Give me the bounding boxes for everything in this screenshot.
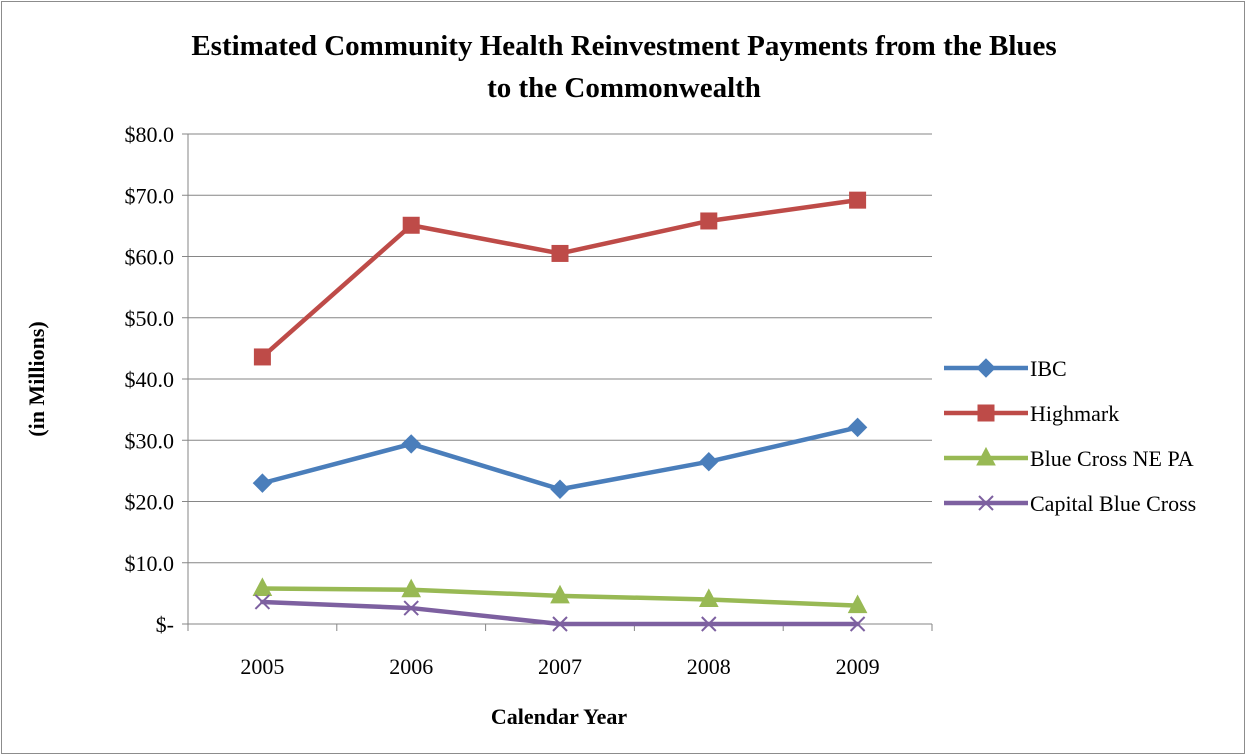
y-tick-label: $70.0 <box>125 183 175 208</box>
data-point-blue-cross-ne-pa <box>401 578 422 598</box>
x-axis-title: Calendar Year <box>491 704 628 729</box>
x-marker-stroke <box>849 616 866 632</box>
legend: IBC Highmark Blue Cross NE PA Capital Blue … <box>944 356 1196 516</box>
data-point-ibc <box>847 417 868 438</box>
axes <box>182 133 933 631</box>
legend-item-ibc: IBC <box>944 356 1067 381</box>
data-point-capital-blue-cross <box>701 616 717 632</box>
data-point-ibc <box>699 451 719 472</box>
legend-item-highmark: Highmark <box>944 401 1119 426</box>
x-marker-stroke <box>254 594 271 610</box>
data-point-capital-blue-cross <box>403 600 419 616</box>
y-tick-label: $- <box>156 612 174 637</box>
chart-title-line-2: to the Commonwealth <box>487 72 761 104</box>
legend-marker-ibc <box>976 358 996 378</box>
legend-item-capital-blue-cross: Capital Blue Cross <box>944 491 1196 516</box>
data-point-ibc <box>550 479 570 499</box>
x-marker-stroke <box>552 616 568 632</box>
series-highmark <box>253 191 867 366</box>
x-tick-label: 2009 <box>836 654 880 679</box>
x-marker-stroke <box>978 495 994 511</box>
data-point-highmark <box>253 348 271 366</box>
y-tick-label: $60.0 <box>125 245 175 270</box>
legend-label-capital-blue-cross: Capital Blue Cross <box>1030 491 1196 516</box>
x-tick-label: 2006 <box>389 654 433 679</box>
y-tick-label: $10.0 <box>125 551 175 576</box>
x-tick-label: 2007 <box>538 654 582 679</box>
data-point-capital-blue-cross <box>552 616 568 632</box>
data-point-blue-cross-ne-pa <box>698 588 719 607</box>
legend-item-blue-cross-ne-pa: Blue Cross NE PA <box>944 446 1194 471</box>
series-line-capital-blue-cross <box>260 599 860 627</box>
y-axis-title: (in Millions) <box>24 321 49 437</box>
series-ibc <box>252 417 868 499</box>
x-tick-label: 2008 <box>687 654 731 679</box>
series-blue-cross-ne-pa <box>252 577 868 614</box>
y-tick-label: $30.0 <box>125 428 175 453</box>
chart-title-line-1: Estimated Community Health Reinvestment … <box>191 30 1056 62</box>
y-tick-label: $50.0 <box>125 306 175 331</box>
x-marker-stroke <box>701 616 717 632</box>
y-tick-label: $80.0 <box>125 122 175 147</box>
data-point-blue-cross-ne-pa <box>252 577 273 596</box>
data-point-blue-cross-ne-pa <box>847 594 868 614</box>
series-group <box>252 191 868 632</box>
y-tick-label: $40.0 <box>125 367 175 392</box>
data-point-blue-cross-ne-pa <box>550 584 570 604</box>
data-point-highmark <box>551 244 569 262</box>
legend-marker-blue-cross-ne-pa <box>976 446 996 466</box>
data-point-highmark <box>402 216 420 234</box>
data-point-highmark <box>849 191 867 209</box>
data-point-highmark <box>700 212 718 230</box>
x-marker-stroke <box>403 600 419 616</box>
data-point-ibc <box>252 473 273 493</box>
y-tick-labels: $- $10.0 $20.0 $30.0 $40.0 $50.0 $60.0 $70.0 $80… <box>125 122 175 637</box>
legend-label-blue-cross-ne-pa: Blue Cross NE PA <box>1030 446 1194 471</box>
x-tick-label: 2005 <box>240 654 284 679</box>
x-tick-labels: 2005 2006 2007 2008 2009 <box>240 654 879 679</box>
data-point-capital-blue-cross <box>254 594 271 610</box>
series-capital-blue-cross <box>254 594 866 632</box>
legend-label-highmark: Highmark <box>1030 401 1119 426</box>
legend-marker-capital-blue-cross <box>978 495 994 511</box>
y-tick-label: $20.0 <box>125 490 175 515</box>
series-line-highmark <box>260 197 860 360</box>
data-point-ibc <box>401 434 421 454</box>
legend-marker-highmark <box>977 404 995 422</box>
data-point-capital-blue-cross <box>849 616 866 632</box>
legend-label-ibc: IBC <box>1030 356 1067 381</box>
